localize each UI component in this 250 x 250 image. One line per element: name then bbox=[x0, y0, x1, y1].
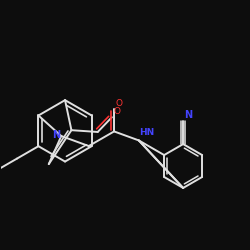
Text: N: N bbox=[52, 130, 60, 140]
Text: N: N bbox=[184, 110, 192, 120]
Text: O: O bbox=[113, 107, 120, 116]
Text: O: O bbox=[115, 99, 122, 108]
Text: HN: HN bbox=[140, 128, 155, 137]
